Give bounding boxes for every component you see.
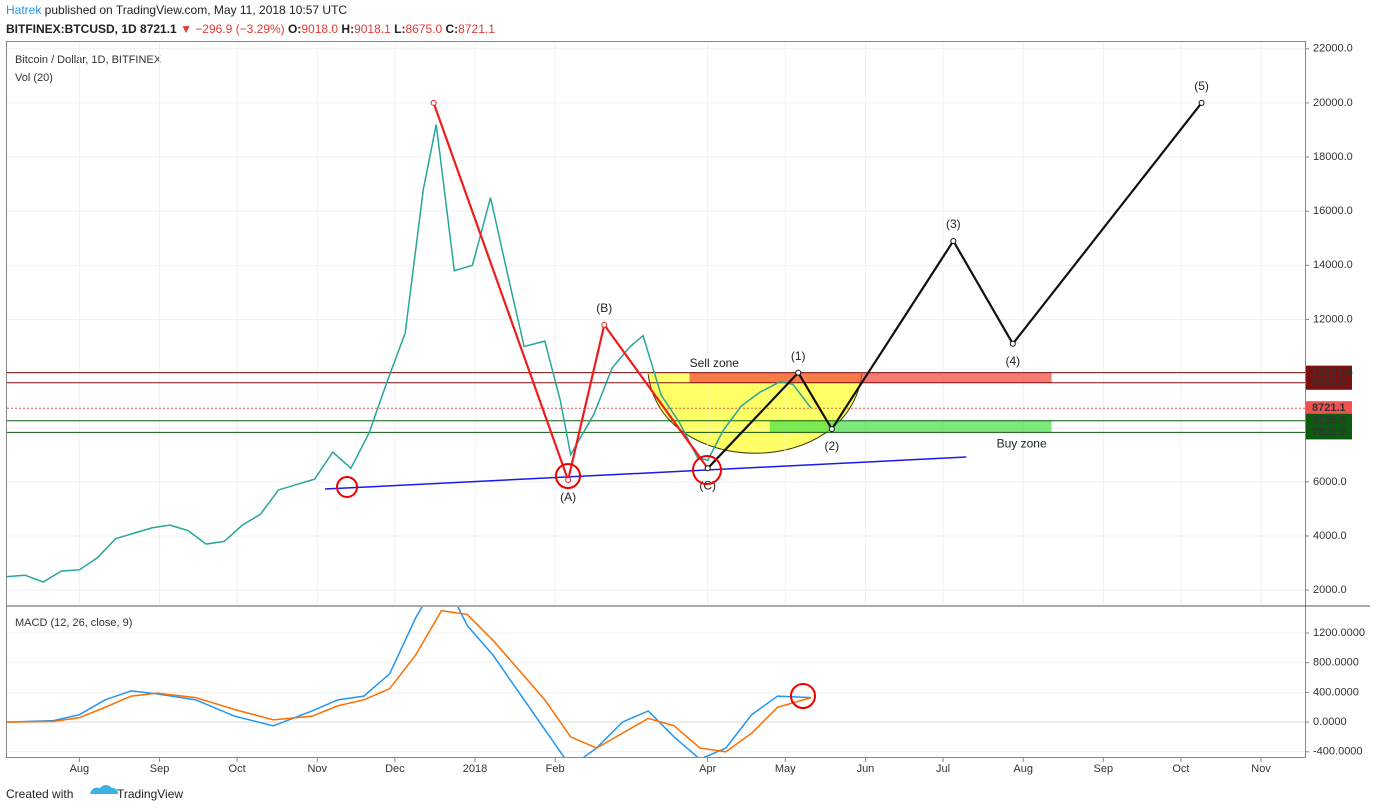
wave-point [1198, 99, 1205, 106]
cup-shape [647, 372, 863, 454]
macd-pane [7, 607, 1305, 757]
line [7, 124, 812, 583]
x-tick-label: Jul [936, 763, 950, 775]
highlight-circles [336, 455, 816, 709]
level-label: 10034.0 [1312, 367, 1352, 379]
ohlc-l-value: 8675.0 [405, 22, 442, 36]
chart-title: Bitcoin / Dollar, 1D, BITFINEX [15, 54, 162, 66]
ohlc-o-value: 9018.0 [301, 22, 338, 36]
level-box [1306, 413, 1352, 428]
y-tick-label: 4000.0 [1313, 530, 1347, 542]
zone [769, 420, 1052, 433]
wave-label: (C) [699, 478, 716, 492]
level-label: 8255.0 [1312, 415, 1346, 427]
line [7, 607, 812, 757]
circle [555, 463, 581, 489]
price-pane: Sell zone Buy zone (A) (B) (C) (1) (2) (3) (4) (5… [7, 42, 1305, 605]
zone-label: Buy zone [997, 437, 1047, 451]
x-tick-label: Dec [385, 763, 405, 775]
y-tick-label: 12000.0 [1313, 313, 1353, 325]
zone-label: Sell zone [690, 356, 740, 370]
wave-label: (1) [791, 349, 806, 363]
level-label: 7826.0 [1312, 426, 1346, 438]
x-tick-label: Nov [1251, 763, 1271, 775]
created-with: Created with [6, 787, 73, 801]
wave-label: (3) [946, 217, 961, 231]
last: 8721.1 [140, 22, 177, 36]
wave-point [828, 426, 835, 433]
ohlc-c-value: 8721.1 [458, 22, 495, 36]
y-tick-label: 20000.0 [1313, 97, 1353, 109]
wave-label: (4) [1005, 354, 1020, 368]
x-tick-label: 2018 [463, 763, 487, 775]
y-tick-label: 16000.0 [1313, 205, 1353, 217]
circle [790, 683, 816, 709]
logo [90, 785, 118, 794]
wave-point [601, 321, 608, 328]
circle [336, 476, 358, 498]
level-box [1306, 401, 1352, 416]
ohlc-h: H: [341, 22, 354, 36]
author[interactable]: Hatrek [6, 3, 42, 17]
x-tick-label: Feb [546, 763, 565, 775]
trendline [324, 456, 967, 490]
x-tick-label: Oct [229, 763, 246, 775]
y-tick-label: -400.0000 [1313, 746, 1363, 758]
x-tick-label: May [775, 763, 796, 775]
y-tick-label: 800.0000 [1313, 657, 1359, 669]
level-box [1306, 375, 1352, 390]
y-tick-label: 14000.0 [1313, 259, 1353, 271]
wave-label: (2) [824, 439, 839, 453]
ohlc-l: L: [394, 22, 405, 36]
symbol: BITFINEX:BTCUSD, 1D [6, 22, 137, 36]
ohlc-o: O: [288, 22, 301, 36]
x-tick-label: Apr [699, 763, 716, 775]
x-tick-label: Sep [1094, 763, 1114, 775]
x-tick-label: Nov [307, 763, 327, 775]
y-tick-label: 2000.0 [1313, 584, 1347, 596]
y-tick-label: 1200.0000 [1313, 627, 1365, 639]
y-tick-label: 18000.0 [1313, 151, 1353, 163]
wave-label: (A) [560, 490, 576, 504]
published: published on TradingView.com, May 11, 20… [41, 3, 347, 17]
symbol-line: BITFINEX:BTCUSD, 1D 8721.1 ▼ −296.9 (−3.… [6, 22, 495, 36]
wave-label: (B) [596, 301, 612, 315]
x-tick-label: Aug [70, 763, 90, 775]
zone [689, 372, 1052, 383]
y-tick-label: 22000.0 [1313, 43, 1353, 55]
wave-point [795, 369, 802, 376]
level-label: 8721.1 [1312, 402, 1346, 414]
wave-label: (5) [1194, 79, 1209, 93]
brand[interactable]: TradingView [117, 787, 183, 801]
wave-point [1009, 340, 1016, 347]
y-tick-label: 6000.0 [1313, 476, 1347, 488]
wave-line [706, 102, 1203, 470]
volume-label: Vol (20) [15, 72, 53, 84]
wave-line [432, 102, 709, 484]
x-tick-label: Sep [150, 763, 170, 775]
macd-title: MACD (12, 26, close, 9) [15, 617, 132, 629]
wave-point [430, 99, 437, 106]
wave-point [950, 237, 957, 244]
y-tick-label: 400.0000 [1313, 686, 1359, 698]
ohlc-h-value: 9018.1 [354, 22, 391, 36]
x-tick-label: Jun [857, 763, 875, 775]
line [7, 609, 812, 753]
header-line: Hatrek published on TradingView.com, May… [6, 3, 347, 17]
change: ▼ −296.9 (−3.29%) [180, 22, 285, 36]
frame [6, 41, 1306, 758]
level-label: 9660.0 [1312, 377, 1346, 389]
axes: Aug Sep Oct Nov Dec 2018 Feb Apr May Jun Jul Aug Sep… [70, 43, 1365, 775]
x-tick-label: Aug [1013, 763, 1033, 775]
ohlc-c: C: [446, 22, 459, 36]
wave-point [704, 465, 711, 472]
x-tick-label: Oct [1172, 763, 1189, 775]
wave-point [565, 476, 572, 483]
y-tick-label: 0.0000 [1313, 716, 1347, 728]
circle [692, 455, 722, 485]
level-box [1306, 425, 1352, 440]
